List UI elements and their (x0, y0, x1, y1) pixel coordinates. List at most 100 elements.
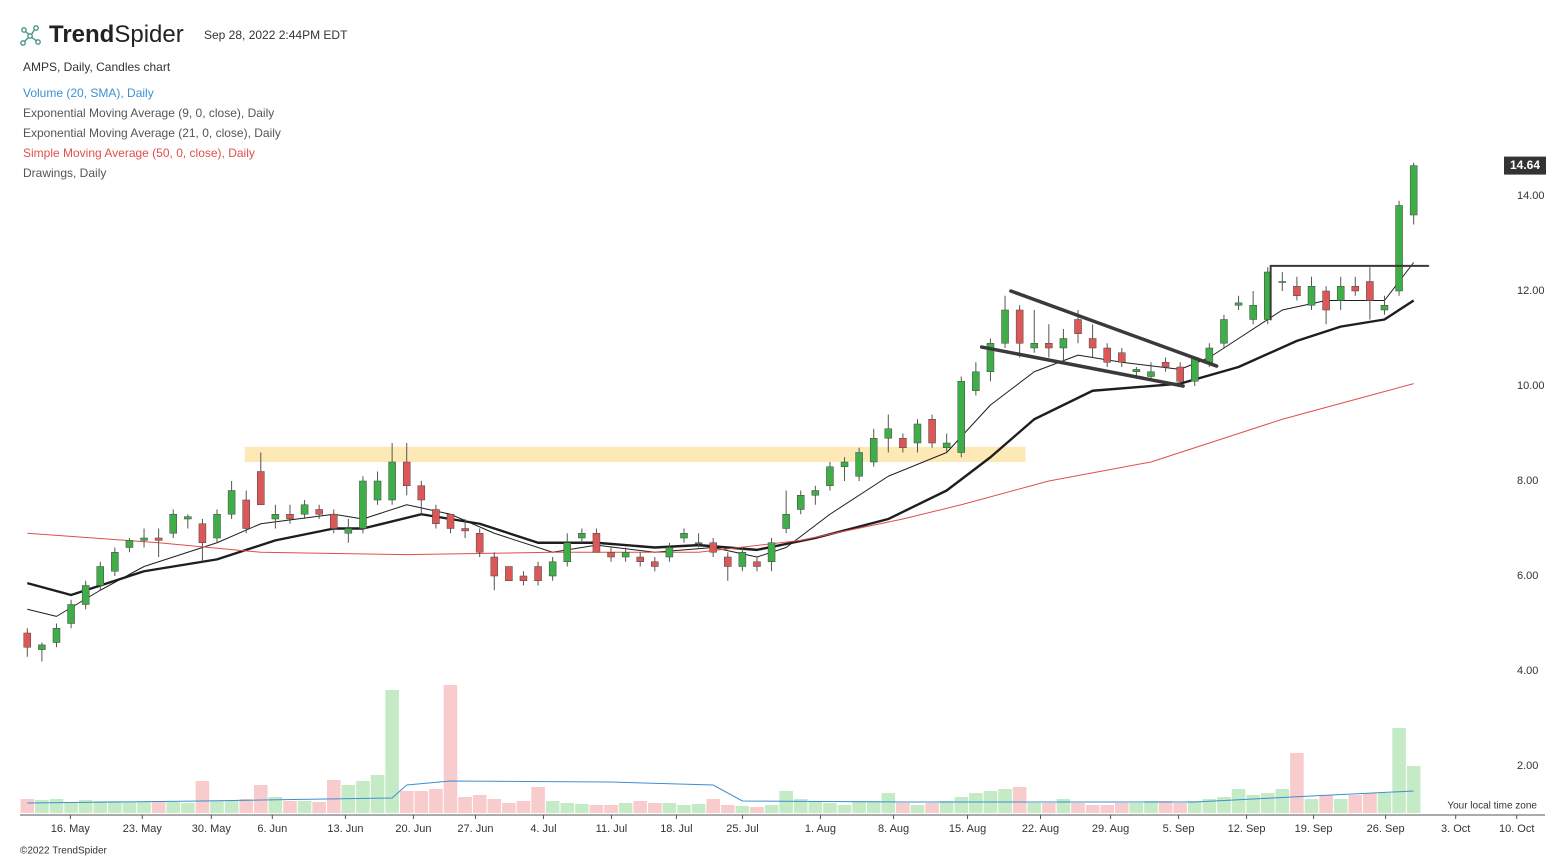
volume-bar (1202, 799, 1217, 813)
price-tag (1504, 156, 1546, 175)
candle-body (563, 542, 571, 562)
volume-bar (414, 791, 429, 813)
x-tick-label: 10. Oct (1499, 823, 1534, 835)
candle-body (344, 528, 353, 534)
candle-body (694, 542, 703, 544)
volume-bar (1085, 805, 1100, 813)
candle-body (1045, 343, 1053, 349)
candle-body (1132, 369, 1141, 372)
volume-bar (195, 781, 210, 813)
volume-bar (1363, 793, 1377, 813)
candle-body (709, 542, 717, 553)
volume-bar (575, 804, 589, 813)
volume-bar (691, 804, 706, 813)
volume-bar (64, 802, 78, 813)
volume-bar (1071, 803, 1085, 813)
candle-body (140, 537, 148, 541)
volume-bar (1056, 799, 1071, 813)
volume-bar (312, 802, 326, 813)
candle-body (67, 604, 75, 624)
volume-bar (472, 795, 487, 813)
volume-bar (969, 793, 983, 813)
candle-body (315, 509, 323, 515)
candle-body (899, 438, 907, 448)
volume-bar (166, 802, 181, 813)
volume-bar (545, 801, 560, 813)
volume-bar (210, 801, 224, 813)
candle-body (388, 461, 396, 501)
candle-body (432, 509, 440, 524)
volume-bar (399, 791, 414, 813)
candle-body (1088, 338, 1097, 349)
y-tick-label: 6.00 (1517, 570, 1538, 582)
candle-body (227, 490, 236, 515)
candle-body (475, 533, 484, 553)
x-tick-label: 18. Jul (660, 823, 692, 835)
y-tick-label: 8.00 (1517, 475, 1538, 487)
x-tick-label: 23. May (123, 823, 163, 835)
volume-bar (1217, 797, 1231, 813)
volume-bar (1275, 789, 1290, 813)
volume-bar (1246, 795, 1260, 813)
volume-bar (735, 806, 750, 813)
volume-bar (560, 803, 575, 813)
candle-body (213, 514, 221, 539)
volume-bar (1100, 805, 1114, 813)
candle-body (373, 480, 382, 501)
volume-bar (20, 799, 35, 813)
candle-body (1118, 352, 1126, 363)
y-tick-label: 10.00 (1517, 380, 1545, 392)
x-tick-label: 16. May (51, 823, 91, 835)
x-tick-label: 25. Jul (726, 823, 758, 835)
candle-body (402, 461, 411, 486)
candle-body (417, 485, 426, 501)
volume-bar (356, 781, 370, 813)
candle-body (1395, 205, 1403, 292)
volume-bar (1333, 799, 1348, 813)
volume-bar (1129, 803, 1144, 813)
volume-bar (326, 780, 341, 813)
candle-body (1205, 347, 1214, 363)
volume-bar (458, 797, 472, 813)
volume-bar (283, 801, 297, 813)
volume-bar (604, 805, 618, 813)
candle-body (651, 561, 659, 567)
volume-bar (181, 803, 195, 813)
volume-bar (648, 803, 662, 813)
candle-body (680, 533, 688, 539)
x-tick-label: 22. Aug (1022, 823, 1059, 835)
candle-body (548, 561, 557, 577)
volume-bar (35, 800, 49, 813)
y-tick-label: 2.00 (1517, 760, 1538, 772)
volume-bar (253, 785, 268, 813)
volume-bar (823, 803, 837, 813)
legend-entry: Drawings, Daily (23, 166, 106, 180)
candle-body (257, 471, 265, 505)
volume-bar (1158, 801, 1173, 813)
price-tag-label: 14.64 (1510, 158, 1540, 172)
x-tick-label: 27. Jun (457, 823, 493, 835)
candle-body (767, 542, 776, 562)
candle-body (125, 540, 134, 548)
candle-body (1336, 286, 1345, 301)
candle-body (665, 547, 674, 558)
candle-body (1191, 357, 1199, 382)
volume-bar (1027, 803, 1042, 813)
volume-bar (852, 801, 866, 813)
volume-bar (589, 805, 604, 813)
volume-bar (1042, 803, 1056, 813)
volume-bar (618, 803, 633, 813)
candle-body (1059, 338, 1068, 349)
volume-bar (1012, 787, 1027, 813)
volume-bar (939, 801, 954, 813)
candle-body (1074, 319, 1082, 334)
moving-average (26, 299, 1415, 597)
candle-body (184, 516, 192, 520)
candle-body (1176, 366, 1184, 382)
legend-entry: Exponential Moving Average (21, 0, close… (23, 126, 281, 140)
candle-body (461, 528, 469, 532)
volume-bar (764, 805, 779, 813)
x-tick-label: 15. Aug (949, 823, 986, 835)
candle-body (826, 466, 834, 486)
legend-entry: Volume (20, SMA), Daily (23, 86, 154, 100)
